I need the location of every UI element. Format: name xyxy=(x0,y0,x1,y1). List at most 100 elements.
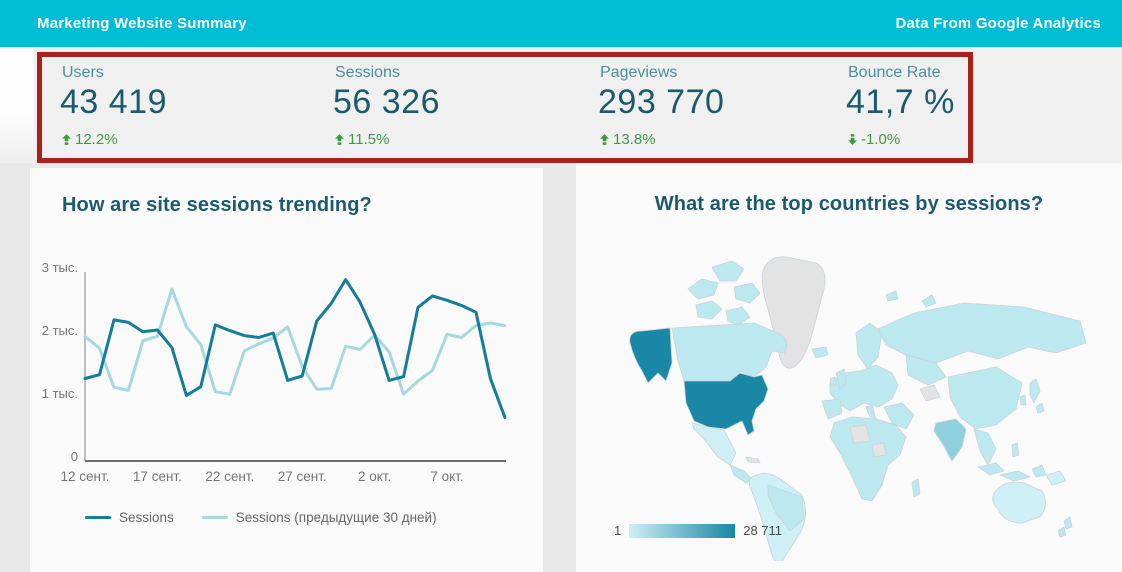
x-tick-label: 17 сент. xyxy=(132,469,182,484)
scorecard-label: Bounce Rate xyxy=(848,64,941,81)
country-russia[interactable] xyxy=(877,302,1087,364)
scorecard-label: Sessions xyxy=(335,64,400,81)
scorecard-delta: 13.8% xyxy=(600,131,656,148)
country-papua-new-guinea[interactable] xyxy=(1045,470,1067,486)
country-cuba[interactable] xyxy=(745,456,761,464)
scorecard-delta-text: 11.5% xyxy=(348,131,390,148)
top-countries-panel: What are the top countries by sessions? xyxy=(576,163,1122,572)
country-italy[interactable] xyxy=(865,404,877,420)
scorecard-delta: 11.5% xyxy=(335,131,389,148)
country-japan[interactable] xyxy=(1035,402,1045,414)
legend-gradient-bar xyxy=(629,523,736,538)
country-new-zealand[interactable] xyxy=(1057,526,1067,538)
legend-series-label: Sessions (предыдущие 30 дней) xyxy=(235,510,437,525)
country-new-zealand[interactable] xyxy=(1063,516,1073,530)
scorecard-value: 293 770 xyxy=(598,83,725,121)
x-tick-label: 12 сент. xyxy=(60,469,110,484)
country-canada-arctic[interactable] xyxy=(695,300,723,320)
scorecard-value: 43 419 xyxy=(60,83,167,121)
legend-item[interactable]: Sessions xyxy=(85,510,174,525)
country-india[interactable] xyxy=(933,418,967,462)
land-group[interactable] xyxy=(629,256,1087,561)
legend-min-label: 1 xyxy=(614,523,622,538)
legend-series-label: Sessions xyxy=(119,510,174,525)
legend-item[interactable]: Sessions (предыдущие 30 дней) xyxy=(201,510,437,525)
country-mexico[interactable] xyxy=(691,422,737,466)
data-source-label: Data From Google Analytics xyxy=(895,15,1101,32)
legend-line-swatch xyxy=(201,515,228,520)
scorecard-strip xyxy=(0,47,1122,163)
country-ireland[interactable] xyxy=(829,376,837,386)
country-iceland[interactable] xyxy=(811,346,829,359)
country-uk[interactable] xyxy=(835,368,847,390)
y-tick-label: 3 тыс. xyxy=(41,260,78,275)
trend-arrow-icon xyxy=(62,134,71,145)
country-canada-arctic[interactable] xyxy=(733,282,761,304)
country-canada-arctic[interactable] xyxy=(725,306,751,326)
country-canada-arctic[interactable] xyxy=(687,278,719,300)
region-southeast-asia[interactable] xyxy=(973,428,997,466)
country-indonesia[interactable] xyxy=(977,462,1005,476)
scorecard-delta: -1.0% xyxy=(848,131,900,148)
country-madagascar[interactable] xyxy=(911,478,921,498)
sessions-trend-panel: How are site sessions trending? 0 1 тыс. 2… xyxy=(30,168,543,572)
country-indonesia[interactable] xyxy=(999,470,1031,482)
y-tick-label: 2 тыс. xyxy=(41,323,78,338)
island-novaya-zemlya[interactable] xyxy=(921,294,937,308)
region-afghanistan-nodata[interactable] xyxy=(919,384,941,402)
country-canada-arctic[interactable] xyxy=(711,260,745,282)
map-color-legend: 1 28 711 xyxy=(614,523,782,538)
strip-left-fade xyxy=(0,47,34,157)
legend-line-swatch xyxy=(85,515,111,520)
scorecard-delta-text: 12.2% xyxy=(75,131,118,148)
scorecard-users: Users 43 419 12.2% xyxy=(60,57,282,158)
x-tick-label: 2 окт. xyxy=(357,469,392,484)
region-iberia[interactable] xyxy=(821,398,843,420)
trend-legend: Sessions Sessions (предыдущие 30 дней) xyxy=(85,510,437,525)
scorecard-label: Users xyxy=(62,64,104,81)
region-central-asia[interactable] xyxy=(905,354,947,386)
region-central-africa-nodata[interactable] xyxy=(871,442,887,458)
scorecard-delta: 12.2% xyxy=(62,131,118,148)
region-central-america[interactable] xyxy=(729,464,753,484)
country-brazil[interactable] xyxy=(767,484,805,532)
scorecard-delta-text: 13.8% xyxy=(613,131,656,148)
country-china[interactable] xyxy=(947,366,1023,430)
country-philippines[interactable] xyxy=(1011,442,1020,458)
country-indonesia[interactable] xyxy=(1031,464,1047,478)
trend-arrow-icon xyxy=(848,134,857,145)
report-title: Marketing Website Summary xyxy=(37,15,247,32)
trend-chart-title: How are site sessions trending? xyxy=(62,194,372,216)
region-scandinavia[interactable] xyxy=(855,322,883,370)
country-australia[interactable] xyxy=(992,481,1046,524)
scorecard-label: Pageviews xyxy=(600,64,678,81)
trend-chart-svg[interactable] xyxy=(30,168,543,572)
island-svalbard[interactable] xyxy=(885,290,899,302)
country-japan[interactable] xyxy=(1029,378,1041,404)
country-korea[interactable] xyxy=(1019,394,1027,406)
region-middle-east[interactable] xyxy=(883,402,915,430)
trend-arrow-icon xyxy=(600,134,609,145)
scorecard-sessions: Sessions 56 326 11.5% xyxy=(333,57,555,158)
trend-arrow-icon xyxy=(335,134,344,145)
scorecard-pageviews: Pageviews 293 770 13.8% xyxy=(598,57,820,158)
country-usa[interactable] xyxy=(683,372,769,436)
scorecard-value: 56 326 xyxy=(333,83,440,121)
y-tick-label: 1 тыс. xyxy=(41,386,78,401)
x-tick-label: 7 окт. xyxy=(430,469,464,484)
map-chart-title: What are the top countries by sessions? xyxy=(654,193,1044,215)
region-sahara-nodata[interactable] xyxy=(849,424,871,444)
scorecard-delta-text: -1.0% xyxy=(861,131,901,148)
legend-max-label: 28 711 xyxy=(743,523,783,538)
y-tick-label: 0 xyxy=(70,449,78,464)
country-usa-alaska[interactable] xyxy=(629,327,673,384)
x-tick-label: 22 сент. xyxy=(205,469,255,484)
country-canada[interactable] xyxy=(671,322,787,388)
scorecard-bounce-rate: Bounce Rate 41,7 % -1.0% xyxy=(846,57,1068,158)
header-bar: Marketing Website Summary Data From Goog… xyxy=(0,0,1122,47)
world-map[interactable] xyxy=(584,231,1114,561)
region-africa[interactable] xyxy=(829,416,907,502)
scorecard-value: 41,7 % xyxy=(846,83,955,121)
red-annotation-box xyxy=(37,52,973,163)
